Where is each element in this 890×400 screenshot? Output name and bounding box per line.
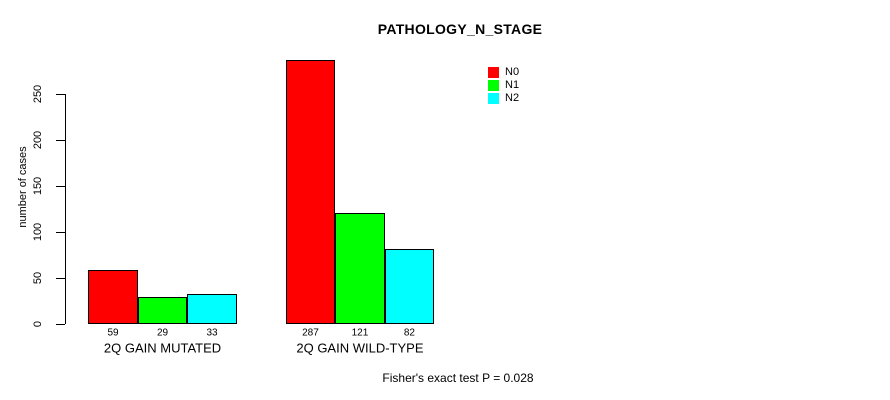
bar-value-label: 287 — [302, 327, 319, 339]
y-tick — [56, 93, 65, 95]
bar-n1-group2 — [335, 212, 385, 324]
y-tick — [56, 231, 65, 233]
category-label: 2Q GAIN MUTATED — [103, 340, 222, 356]
legend-label: N2 — [505, 92, 520, 104]
y-tick — [56, 323, 65, 325]
bar-n2-group1 — [187, 293, 237, 324]
p-value-annotation: Fisher's exact test P = 0.028 — [382, 371, 534, 385]
y-tick-label: 250 — [32, 84, 44, 104]
bar-value-label: 82 — [403, 327, 415, 339]
y-tick-label: 150 — [32, 176, 44, 196]
legend-item-n2: N2 — [488, 92, 519, 105]
category-label: 2Q GAIN WILD-TYPE — [296, 340, 424, 356]
legend-swatch-n1 — [488, 80, 499, 91]
y-tick — [56, 139, 65, 141]
legend: N0 N1 N2 — [488, 66, 519, 105]
bar-n1-group1 — [137, 297, 188, 324]
bar-value-label: 121 — [351, 327, 369, 339]
y-tick-label: 100 — [32, 222, 44, 242]
y-tick-label: 50 — [32, 271, 44, 285]
y-tick — [56, 185, 65, 187]
legend-item-n0: N0 — [488, 66, 519, 79]
legend-label: N0 — [505, 66, 520, 78]
legend-swatch-n0 — [488, 67, 499, 78]
bar-n0-group1 — [88, 269, 138, 324]
bar-n2-group2 — [384, 248, 435, 324]
chart-title: PATHOLOGY_N_STAGE — [377, 21, 543, 37]
bar-value-label: 33 — [206, 327, 218, 339]
y-tick-label: 0 — [32, 320, 44, 328]
bar-n0-group2 — [285, 59, 336, 324]
y-tick-label: 200 — [32, 130, 44, 150]
y-axis-line — [65, 94, 66, 324]
legend-label: N1 — [505, 79, 520, 91]
y-tick — [56, 277, 65, 279]
y-axis-label: number of cases — [17, 146, 29, 228]
bar-value-label: 59 — [107, 327, 119, 339]
bar-value-label: 29 — [156, 327, 169, 339]
legend-item-n1: N1 — [488, 79, 519, 92]
legend-swatch-n2 — [488, 93, 499, 104]
